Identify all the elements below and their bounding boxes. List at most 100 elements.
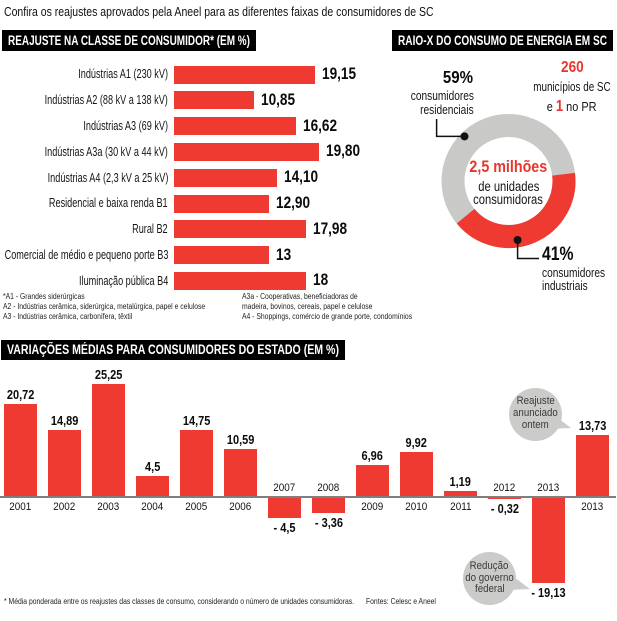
bottom-bar-value: 6,96 — [343, 449, 403, 463]
footnote-text: A2 - Indústrias cerâmica, siderúrgica, m… — [3, 302, 206, 312]
bottom-bar-value: 20,72 — [0, 388, 51, 402]
bottom-bar-year-text: 2011 — [449, 501, 472, 513]
callout-line-text: Redução — [470, 559, 509, 572]
bottom-bar-value: 13,73 — [563, 419, 617, 433]
bottom-bar — [488, 498, 521, 500]
footnote-text: *A1 - Grandes siderúrgicas — [3, 292, 85, 301]
donut-center-line2: consumidoras — [473, 192, 544, 207]
footnote-text: A4 - Shoppings, comércio de grande porte… — [242, 312, 413, 322]
left-bar — [174, 194, 269, 213]
bottom-bar-year: 2002 — [43, 501, 87, 513]
callout-line-text: ontem — [522, 418, 549, 431]
bottom-bar-value: 4,5 — [123, 460, 183, 474]
page-title: Confira os reajustes aprovados pela Anee… — [4, 5, 515, 19]
residential-leader-line — [435, 119, 461, 138]
left-bar-value-text: 18 — [313, 270, 329, 290]
donut-header: RAIO-X DO CONSUMO DE ENERGIA EM SC — [392, 30, 613, 51]
donut-center-line1: de unidades — [477, 178, 540, 194]
bottom-bar — [136, 475, 169, 496]
donut-slice-industrial — [456, 172, 576, 248]
municipalities-line1: municípios de SC — [533, 79, 611, 94]
municipalities-label: 260 municípios de SC e 1 no PR — [512, 57, 617, 116]
bottom-bar-value: - 0,32 — [475, 502, 535, 516]
callout-line: anunciado — [510, 407, 561, 420]
left-bar — [174, 271, 307, 290]
bottom-bar-value: - 4,5 — [255, 521, 315, 535]
residential-dot — [460, 132, 469, 141]
left-chart-header: REAJUSTE NA CLASSE DE CONSUMIDOR* (EM %) — [2, 30, 256, 51]
left-bar-label-text: Comercial de médio e pequeno porte B3 — [4, 247, 168, 262]
bottom-bar-value-text: 9,92 — [405, 435, 428, 450]
footer-sources-text: Fontes: Celesc e Aneel — [365, 597, 436, 606]
bottom-bar-year-text: 2009 — [361, 501, 384, 513]
left-bar-value: 16,62 — [303, 116, 346, 136]
bottom-bar-value-text: 13,73 — [578, 418, 607, 433]
callout-line: do governo — [462, 571, 517, 585]
left-bar-value-text: 19,15 — [321, 64, 356, 83]
bottom-bar-value-text: 20,72 — [6, 387, 35, 402]
bottom-bar-year-text: 2012 — [493, 482, 516, 494]
left-bar-value: 19,15 — [322, 64, 365, 84]
left-bar — [174, 117, 296, 136]
donut-center-big: 2,5 milhões — [469, 157, 548, 176]
footer-note: * Média ponderada entre os reajustes das… — [4, 597, 416, 606]
bottom-bar-year: 2011 — [439, 501, 483, 513]
bottom-bar-value-text: - 3,36 — [314, 515, 343, 530]
bottom-bar-year: 2012 — [483, 482, 527, 494]
left-bar-value: 13 — [276, 245, 295, 265]
callout-line-text: anunciado — [513, 407, 558, 420]
footnotes-left: *A1 - Grandes siderúrgicas A2 - Indústria… — [3, 292, 241, 323]
left-bar-label: Indústrias A4 (2,3 kV a 25 kV) — [3, 171, 168, 185]
industrial-label: 41% consumidores industriais — [542, 244, 617, 294]
footer-note-text: * Média ponderada entre os reajustes das… — [4, 597, 355, 606]
callout-line-text: do governo — [465, 571, 514, 584]
pr-count: 1 — [556, 98, 564, 115]
bottom-bar-year-text: 2004 — [141, 501, 164, 513]
bottom-bar-year: 2003 — [87, 501, 131, 513]
callout-reajuste-text: Reajuste anunciado ontem — [510, 395, 561, 432]
residential-line2: residenciais — [419, 101, 474, 117]
bottom-bar-value: - 19,13 — [519, 586, 579, 600]
bottom-bar-value: 9,92 — [387, 436, 447, 450]
bottom-bar — [356, 465, 389, 496]
bottom-bar-year-text: 2010 — [405, 501, 428, 513]
bottom-bar-year: 2004 — [131, 501, 175, 513]
left-bar-value-text: 13 — [276, 244, 292, 264]
bottom-bar-value: - 3,36 — [299, 516, 359, 530]
left-bar-label: Indústrias A1 (230 kV) — [45, 67, 168, 81]
footnote-line: madeira, bovinos, cereais, papel e celul… — [242, 302, 442, 312]
bottom-bar-year-text: 2003 — [97, 501, 120, 513]
donut-center-label: 2,5 milhões de unidades consumidoras — [434, 157, 584, 207]
bottom-bar-year-text: 2006 — [229, 501, 252, 513]
left-bar-value: 10,85 — [261, 90, 304, 110]
left-bar-label: Indústrias A3 (69 kV) — [52, 119, 168, 133]
bottom-bar-value-text: - 4,5 — [273, 521, 296, 536]
left-bar-value: 19,80 — [326, 141, 369, 161]
bottom-bar-year: 2007 — [263, 482, 307, 494]
footnotes-right: A3a - Cooperativas, beneficiadoras de mad… — [242, 292, 442, 323]
bottom-bar — [576, 434, 609, 496]
left-bar — [174, 220, 306, 239]
footer-sources: Fontes: Celesc e Aneel — [366, 597, 448, 606]
bottom-bar-year: 2005 — [175, 501, 219, 513]
left-bar-label: Residencial e baixa renda B1 — [5, 196, 168, 210]
bottom-bar-value-text: - 0,32 — [490, 502, 519, 517]
callout-line: federal — [462, 584, 517, 596]
left-bar-value-text: 14,10 — [284, 167, 319, 187]
bottom-bar-value-text: 25,25 — [94, 367, 123, 382]
bottom-bar-year-text: 2007 — [273, 482, 296, 494]
callout-line: ontem — [510, 418, 561, 432]
residential-label: 59% consumidores residenciais — [393, 67, 474, 117]
bottom-bar-year-text: 2001 — [9, 501, 32, 513]
left-bar-value: 17,98 — [313, 219, 356, 239]
callout-line-text: federal — [474, 583, 505, 596]
left-bar-label-text: Indústrias A2 (88 kV a 138 kV) — [44, 93, 168, 108]
bottom-bar-year-text: 2002 — [53, 501, 76, 513]
left-bar-label: Indústrias A2 (88 kV a 138 kV) — [0, 93, 168, 107]
bottom-bar-value: 10,59 — [211, 433, 271, 447]
bottom-bar-year-text: 2005 — [185, 501, 208, 513]
bottom-bar-value-text: 14,89 — [50, 413, 79, 428]
bottom-bar-value-text: 6,96 — [361, 449, 384, 464]
